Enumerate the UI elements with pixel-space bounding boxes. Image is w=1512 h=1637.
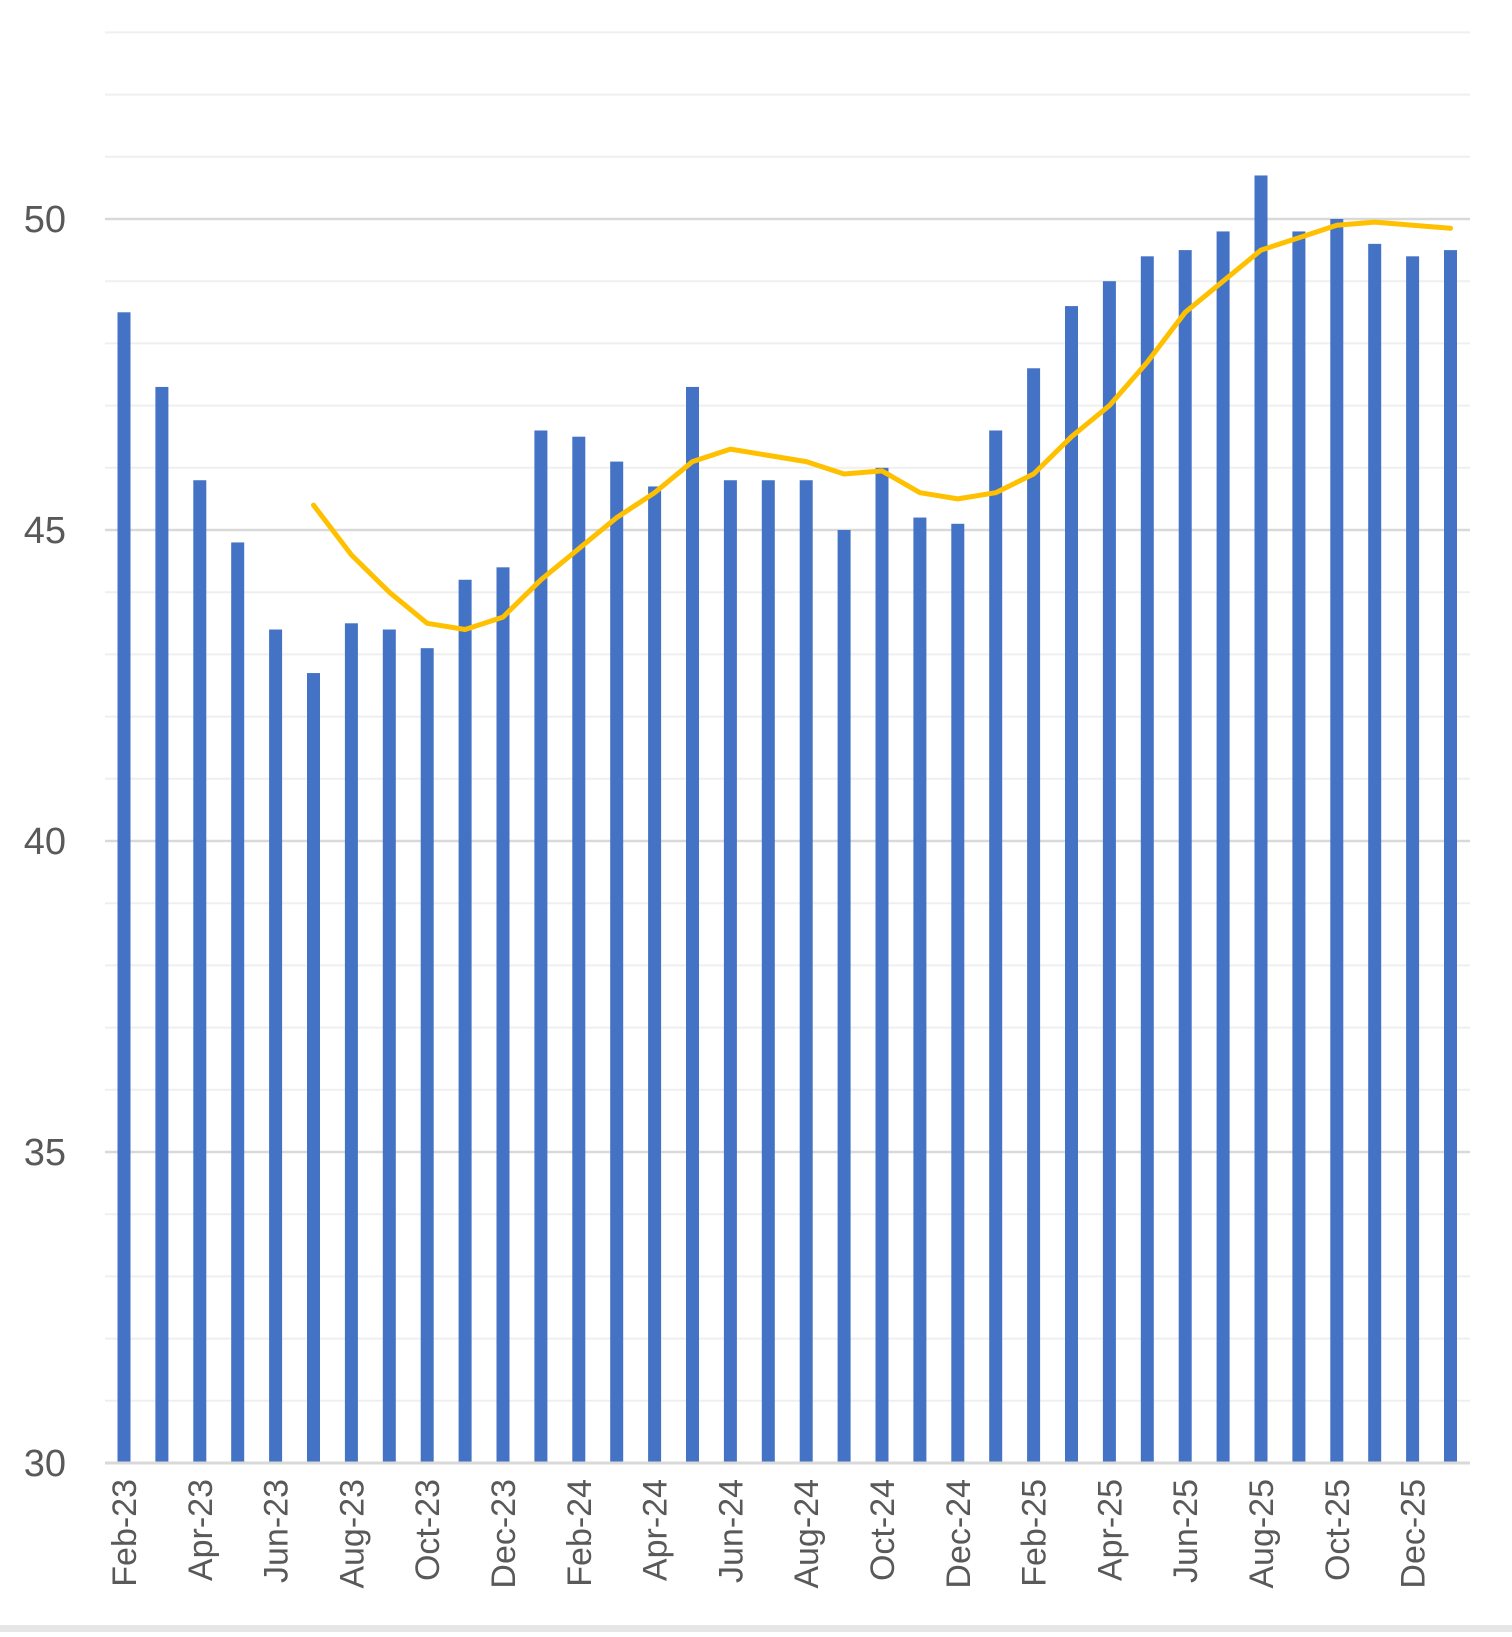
bar-Oct-24 — [875, 467, 889, 1463]
y-tick-label-50: 50 — [24, 199, 66, 241]
bar-Oct-25 — [1330, 219, 1344, 1463]
bar-Dec-24 — [951, 523, 965, 1463]
bar-Sep-24 — [837, 530, 851, 1463]
x-tick-label-Aug-25: Aug-25 — [1243, 1479, 1281, 1589]
bar-Aug-25 — [1254, 175, 1268, 1464]
x-tick-label-Apr-25: Apr-25 — [1091, 1479, 1129, 1581]
x-tick-label-Oct-24: Oct-24 — [864, 1479, 902, 1581]
bar-Apr-25 — [1102, 281, 1116, 1464]
bar-Mar-23 — [155, 386, 169, 1464]
moving-average — [311, 219, 1453, 632]
gridlines — [105, 31, 1470, 1402]
bar-Feb-23 — [117, 312, 131, 1463]
bar-May-25 — [1140, 256, 1154, 1463]
bar-Jun-23 — [269, 629, 283, 1463]
bar-Jun-24 — [723, 480, 737, 1463]
bar-May-24 — [686, 386, 699, 1464]
bar-May-23 — [231, 542, 245, 1463]
x-tick-label-Feb-23: Feb-23 — [106, 1479, 144, 1587]
bar-Feb-24 — [572, 436, 586, 1464]
moving-average-line — [311, 219, 1453, 632]
x-tick-label-Oct-25: Oct-25 — [1319, 1479, 1357, 1581]
bar-Sep-25 — [1292, 231, 1306, 1464]
bar-Sep-23 — [382, 629, 396, 1463]
y-tick-label-45: 45 — [24, 510, 66, 552]
bars — [117, 175, 1457, 1464]
bar-Aug-23 — [344, 623, 358, 1463]
bar-Dec-23 — [496, 567, 510, 1463]
bar-Jan-24 — [534, 430, 548, 1464]
bar-Feb-25 — [1027, 368, 1041, 1463]
y-tick-label-35: 35 — [24, 1132, 66, 1174]
bar-Jun-25 — [1178, 250, 1192, 1464]
x-tick-label-Apr-24: Apr-24 — [637, 1479, 675, 1581]
x-tick-label-Feb-25: Feb-25 — [1016, 1479, 1054, 1587]
bar-Mar-25 — [1065, 306, 1078, 1464]
bar-Jan-26 — [1444, 250, 1457, 1464]
bar-Aug-24 — [799, 480, 813, 1463]
bottom-strip — [0, 1625, 1512, 1632]
bar-Apr-24 — [648, 486, 662, 1464]
x-tick-label-Apr-23: Apr-23 — [182, 1479, 220, 1581]
x-tick-label-Aug-23: Aug-23 — [333, 1479, 371, 1589]
y-tick-label-30: 30 — [24, 1443, 66, 1485]
x-tick-label-Dec-24: Dec-24 — [940, 1479, 978, 1589]
x-tick-label-Jun-25: Jun-25 — [1167, 1479, 1205, 1583]
bar-Nov-23 — [458, 579, 472, 1463]
y-tick-label-40: 40 — [24, 821, 66, 863]
x-tick-label-Feb-24: Feb-24 — [561, 1479, 599, 1587]
bar-Dec-25 — [1406, 256, 1420, 1463]
x-tick-label-Jun-24: Jun-24 — [712, 1479, 750, 1583]
bar-Nov-25 — [1368, 243, 1382, 1463]
x-tick-label-Dec-25: Dec-25 — [1395, 1479, 1433, 1589]
bar-Mar-24 — [610, 461, 624, 1464]
x-tick-label-Oct-23: Oct-23 — [409, 1479, 447, 1581]
bar-Nov-24 — [913, 517, 927, 1463]
bar-Oct-23 — [420, 648, 434, 1463]
x-tick-label-Dec-23: Dec-23 — [485, 1479, 523, 1589]
x-tick-label-Jun-23: Jun-23 — [258, 1479, 296, 1583]
tick-labels: 30 35 40 45 50 Feb-23 Apr-23 Jun-23 Aug-23 Oct-23… — [24, 199, 1433, 1589]
bar-Jul-24 — [761, 480, 775, 1463]
bar-Jul-25 — [1216, 231, 1230, 1464]
bar-Jul-23 — [307, 673, 320, 1463]
bar-Apr-23 — [193, 480, 207, 1463]
bar-Jan-25 — [989, 430, 1003, 1464]
x-tick-label-Aug-24: Aug-24 — [788, 1479, 826, 1589]
